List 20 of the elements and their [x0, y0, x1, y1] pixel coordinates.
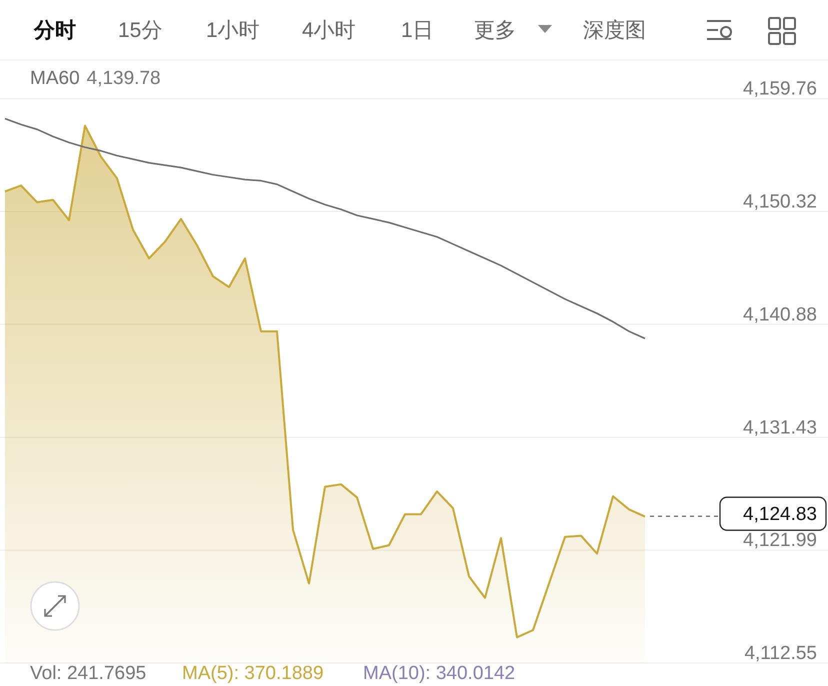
annotation: MA(5): 370.1889: [182, 663, 324, 684]
text: 分时: [33, 19, 76, 42]
ref-line-label: 4,124.83: [719, 496, 827, 531]
y-tick-label: 4,150.32: [743, 192, 817, 213]
y-tick-label: 4,159.76: [743, 78, 817, 100]
text: 4小时: [302, 19, 356, 42]
y-tick-label: 4,121.99: [743, 530, 817, 552]
text: 1小时: [206, 19, 260, 42]
series-label: MA60: [30, 68, 80, 89]
y-tick-label: 4,140.88: [743, 304, 817, 326]
y-tick-label: 4,131.43: [743, 417, 817, 438]
text: 更多: [474, 19, 516, 42]
text: 15分: [118, 19, 162, 42]
text: 深度图: [583, 19, 646, 42]
text: 1日: [401, 19, 434, 42]
annotation: Vol: 241.7695: [30, 663, 146, 684]
y-tick-label: 4,112.55: [744, 643, 817, 664]
annotation: MA(10): 340.0142: [363, 663, 516, 684]
annotation: 4,139.78: [86, 68, 161, 89]
ref-line-label: 4,124.83: [743, 504, 817, 526]
